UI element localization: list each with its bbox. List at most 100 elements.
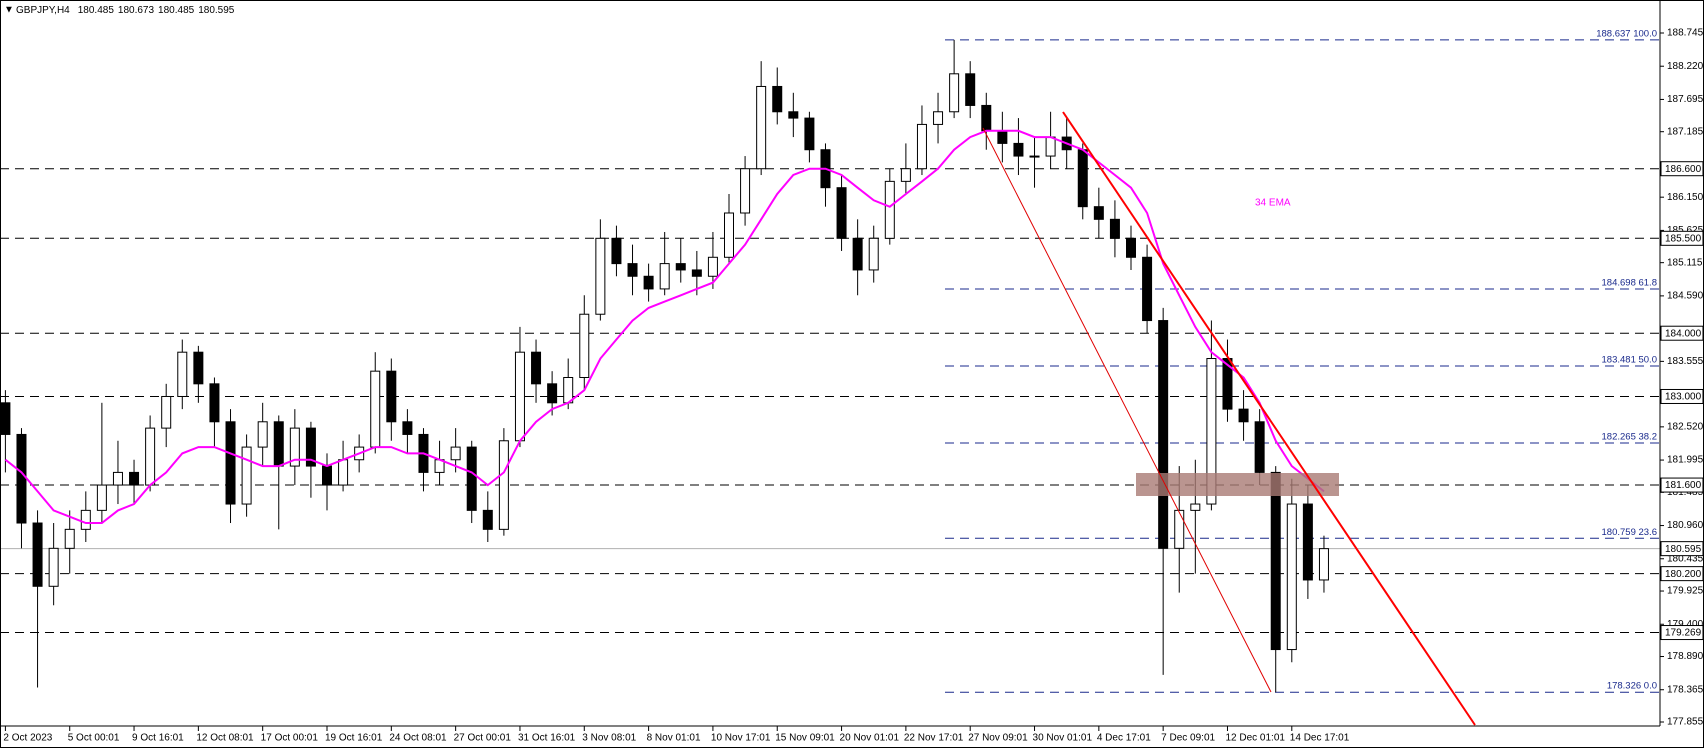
candle-body (852, 237, 863, 271)
candle-body (64, 528, 75, 549)
candle-body (257, 421, 268, 448)
candle-body (981, 104, 992, 132)
candle-body (627, 263, 638, 277)
current-price-box (1660, 541, 1704, 557)
candle-body (772, 85, 783, 113)
y-tick-label: 181.995 (1667, 455, 1704, 466)
level-label: 183.000 (1665, 392, 1702, 403)
candle-body (1158, 320, 1169, 549)
candle-body (145, 427, 156, 486)
candle-body (1142, 256, 1153, 322)
candle-body (1318, 548, 1329, 581)
candle-body (997, 130, 1008, 144)
fib-label: 178.326 0.0 (1607, 681, 1657, 692)
candle-body (884, 180, 895, 239)
candle-body (1286, 503, 1297, 651)
candle-body (80, 509, 91, 530)
candle-body (129, 471, 140, 486)
header-value: 180.673 (118, 5, 155, 16)
candle-body (466, 446, 477, 511)
ema-line (4, 129, 1325, 524)
candle-body (740, 168, 751, 214)
header: GBPJPY,H4 180.485 180.673 180.485 180.595 (16, 5, 235, 16)
level-label: 186.600 (1665, 164, 1702, 175)
x-tick-label: 27 Nov 09:01 (968, 733, 1028, 744)
y-tick-label: 184.590 (1667, 291, 1704, 302)
level-label-box (1660, 625, 1704, 641)
y-tick-label: 179.400 (1667, 619, 1704, 630)
candle-body (1109, 218, 1120, 239)
x-tick-label: 22 Nov 17:01 (904, 733, 964, 744)
candle-body (643, 275, 654, 290)
fib-label: 188.637 100.0 (1596, 28, 1657, 39)
y-tick-label: 187.695 (1667, 94, 1704, 105)
y-tick-label: 179.925 (1667, 586, 1704, 597)
candle-body (112, 471, 123, 486)
header-value: 180.485 (158, 5, 195, 16)
level-label-box (1660, 388, 1704, 404)
candle-body (707, 256, 718, 277)
candle-body (482, 509, 493, 530)
x-tick-label: 3 Nov 08:01 (582, 733, 636, 744)
candle-body (724, 212, 734, 258)
candle-body (547, 383, 558, 404)
x-tick-label: 9 Oct 16:01 (132, 733, 184, 744)
candle-body (1302, 503, 1313, 581)
candle-body (788, 111, 799, 119)
level-label-box (1660, 566, 1704, 582)
candle-body (161, 395, 172, 429)
level-label: 180.200 (1665, 569, 1702, 580)
candle-body (659, 263, 670, 290)
x-tick-label: 8 Nov 01:01 (647, 733, 701, 744)
fib-label: 180.759 23.6 (1602, 527, 1657, 538)
y-tick-label: 182.520 (1667, 421, 1704, 432)
candle-body (595, 237, 606, 315)
candle-body (949, 73, 960, 113)
candle-body (836, 187, 847, 239)
candle-body (965, 73, 976, 106)
plot-area (0, 39, 1660, 693)
x-tick-label: 17 Oct 00:01 (261, 733, 319, 744)
level-label-box (1660, 161, 1704, 177)
candle-body (1045, 136, 1056, 157)
x-tick-label: 24 Oct 08:01 (389, 733, 447, 744)
y-tick-label: 180.435 (1667, 553, 1704, 564)
candle-body (241, 446, 252, 505)
zone-box (1136, 473, 1339, 496)
candle-body (1077, 149, 1088, 208)
x-tick-label: 7 Dec 09:01 (1161, 733, 1215, 744)
candle-body (1029, 155, 1040, 158)
candle-body (804, 117, 815, 151)
candle-body (386, 370, 397, 423)
candle-body (579, 313, 590, 379)
level-label-box (1660, 325, 1704, 341)
candle-body (1254, 421, 1265, 473)
level-label-box (1660, 230, 1704, 246)
candle-body (1174, 509, 1185, 549)
y-tick-label: 188.745 (1667, 28, 1704, 39)
header-value: 180.595 (198, 5, 235, 16)
candle-body (177, 351, 188, 397)
candle-body (1126, 237, 1136, 258)
y-tick-label: 177.855 (1667, 717, 1704, 728)
menu-arrow[interactable]: ▼ (4, 5, 14, 16)
candle-body (611, 237, 622, 265)
y-tick-label: 185.115 (1667, 257, 1703, 268)
candle-body (563, 377, 574, 404)
candle-body (916, 123, 927, 170)
fib-label: 184.698 61.8 (1602, 278, 1657, 289)
candle-body (370, 370, 381, 448)
candle-body (305, 427, 316, 467)
x-tick-label: 30 Nov 01:01 (1033, 733, 1093, 744)
candle-body (32, 522, 43, 587)
candle-body (338, 459, 349, 486)
candle-body (225, 421, 236, 505)
y-tick-label: 186.150 (1667, 192, 1704, 203)
candle-body (1013, 142, 1024, 157)
candle-body (514, 351, 525, 442)
y-tick-label: 178.365 (1667, 684, 1704, 695)
level-label-box (1660, 477, 1704, 493)
candle-body (193, 351, 204, 385)
candle-body (322, 465, 332, 486)
